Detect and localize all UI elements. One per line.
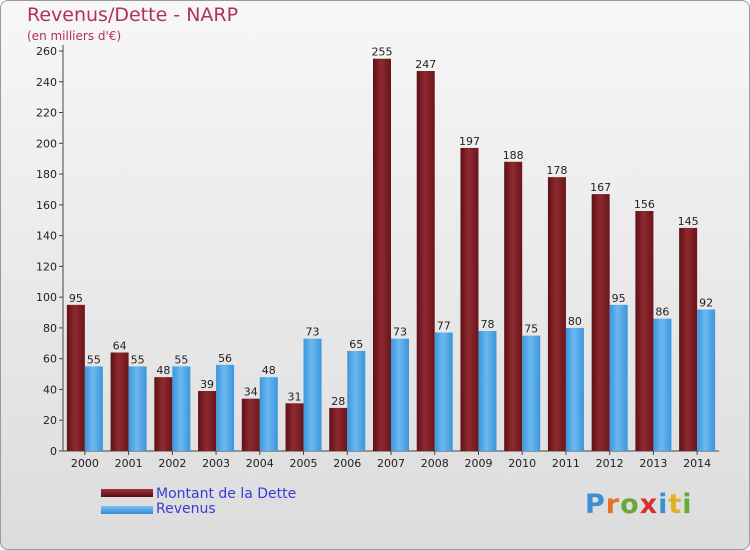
bar-dette bbox=[460, 147, 479, 451]
data-label-dette: 145 bbox=[678, 215, 699, 228]
x-tick-label: 2013 bbox=[639, 457, 667, 470]
data-label-revenus: 55 bbox=[87, 353, 101, 366]
bar-revenus bbox=[259, 377, 278, 451]
legend-swatch-dette bbox=[101, 489, 153, 497]
x-tick-label: 2009 bbox=[464, 457, 492, 470]
bar-dette bbox=[373, 58, 391, 451]
data-label-dette: 197 bbox=[459, 135, 480, 148]
legend-label-dette: Montant de la Dette bbox=[156, 486, 297, 502]
data-label-revenus: 55 bbox=[131, 353, 145, 366]
x-tick-label: 2003 bbox=[202, 457, 230, 470]
chart-subtitle: (en milliers d'€) bbox=[27, 29, 122, 43]
bar-revenus bbox=[478, 331, 497, 451]
x-tick-label: 2014 bbox=[683, 457, 711, 470]
bar-revenus bbox=[84, 366, 103, 451]
x-tick-label: 2008 bbox=[421, 457, 449, 470]
bar-dette bbox=[635, 211, 654, 451]
bar-dette bbox=[241, 398, 260, 451]
bar-dette bbox=[154, 377, 173, 451]
x-tick-label: 2000 bbox=[71, 457, 99, 470]
bar-dette bbox=[547, 177, 566, 451]
data-label-dette: 247 bbox=[415, 58, 436, 71]
y-tick-label: 40 bbox=[43, 383, 57, 396]
data-label-revenus: 77 bbox=[437, 320, 451, 333]
x-tick-label: 2001 bbox=[115, 457, 143, 470]
data-label-revenus: 92 bbox=[699, 296, 713, 309]
bar-revenus bbox=[609, 304, 628, 451]
y-tick-label: 240 bbox=[36, 76, 57, 89]
data-label-dette: 95 bbox=[69, 292, 83, 305]
proxiti-logo: Proxiti bbox=[585, 489, 693, 520]
x-tick-label: 2007 bbox=[377, 457, 405, 470]
legend-swatch-revenus bbox=[101, 506, 153, 514]
data-label-revenus: 80 bbox=[568, 315, 582, 328]
data-label-dette: 39 bbox=[200, 378, 214, 391]
y-tick-label: 60 bbox=[43, 353, 57, 366]
y-tick-label: 120 bbox=[36, 260, 57, 273]
data-label-dette: 178 bbox=[546, 164, 567, 177]
data-label-dette: 48 bbox=[156, 364, 170, 377]
x-tick-label: 2012 bbox=[596, 457, 624, 470]
bar-revenus bbox=[522, 335, 541, 451]
bar-dette bbox=[679, 227, 698, 451]
y-tick-label: 0 bbox=[50, 445, 57, 458]
bar-revenus bbox=[128, 366, 147, 451]
chart-title: Revenus/Dette - NARP bbox=[27, 4, 239, 26]
bar-revenus bbox=[391, 338, 409, 451]
data-label-revenus: 95 bbox=[612, 292, 626, 305]
y-tick-label: 180 bbox=[36, 168, 57, 181]
x-tick-label: 2002 bbox=[158, 457, 186, 470]
data-label-dette: 255 bbox=[372, 46, 393, 59]
bar-dette bbox=[198, 391, 217, 451]
y-tick-label: 140 bbox=[36, 230, 57, 243]
y-tick-label: 220 bbox=[36, 107, 57, 120]
bar-dette bbox=[329, 407, 348, 451]
legend-label-revenus: Revenus bbox=[156, 501, 216, 517]
bar-revenus bbox=[347, 351, 366, 451]
bar-revenus bbox=[172, 366, 191, 451]
x-tick-label: 2005 bbox=[290, 457, 318, 470]
x-tick-label: 2010 bbox=[508, 457, 536, 470]
bar-dette bbox=[504, 161, 523, 451]
x-tick-label: 2006 bbox=[333, 457, 361, 470]
data-label-revenus: 73 bbox=[393, 326, 407, 339]
y-tick-label: 80 bbox=[43, 322, 57, 335]
data-label-dette: 156 bbox=[634, 198, 655, 211]
data-label-dette: 31 bbox=[288, 390, 302, 403]
y-tick-label: 260 bbox=[36, 45, 57, 58]
y-tick-label: 200 bbox=[36, 137, 57, 150]
data-label-revenus: 55 bbox=[174, 353, 188, 366]
data-label-dette: 167 bbox=[590, 181, 611, 194]
bar-dette bbox=[591, 194, 610, 452]
data-label-dette: 188 bbox=[503, 149, 524, 162]
bar-dette bbox=[285, 403, 304, 451]
bar-revenus bbox=[565, 327, 584, 451]
y-tick-label: 100 bbox=[36, 291, 57, 304]
data-label-revenus: 48 bbox=[262, 364, 276, 377]
y-tick-label: 20 bbox=[43, 414, 57, 427]
x-tick-label: 2011 bbox=[552, 457, 580, 470]
y-tick-label: 160 bbox=[36, 199, 57, 212]
bar-revenus bbox=[653, 318, 672, 451]
bar-dette bbox=[416, 71, 435, 451]
bar-revenus bbox=[216, 364, 235, 451]
data-label-revenus: 73 bbox=[306, 326, 320, 339]
data-label-dette: 64 bbox=[113, 340, 127, 353]
bar-dette bbox=[110, 352, 129, 451]
data-label-dette: 28 bbox=[331, 395, 345, 408]
bar-revenus bbox=[434, 332, 453, 451]
data-label-revenus: 75 bbox=[524, 323, 538, 336]
bar-revenus bbox=[303, 338, 322, 451]
data-label-revenus: 78 bbox=[480, 318, 494, 331]
data-label-revenus: 65 bbox=[349, 338, 363, 351]
bar-revenus bbox=[697, 309, 716, 451]
data-label-revenus: 56 bbox=[218, 352, 232, 365]
data-label-dette: 34 bbox=[244, 386, 258, 399]
data-label-revenus: 86 bbox=[655, 306, 669, 319]
bar-dette bbox=[66, 304, 85, 451]
x-tick-label: 2004 bbox=[246, 457, 274, 470]
